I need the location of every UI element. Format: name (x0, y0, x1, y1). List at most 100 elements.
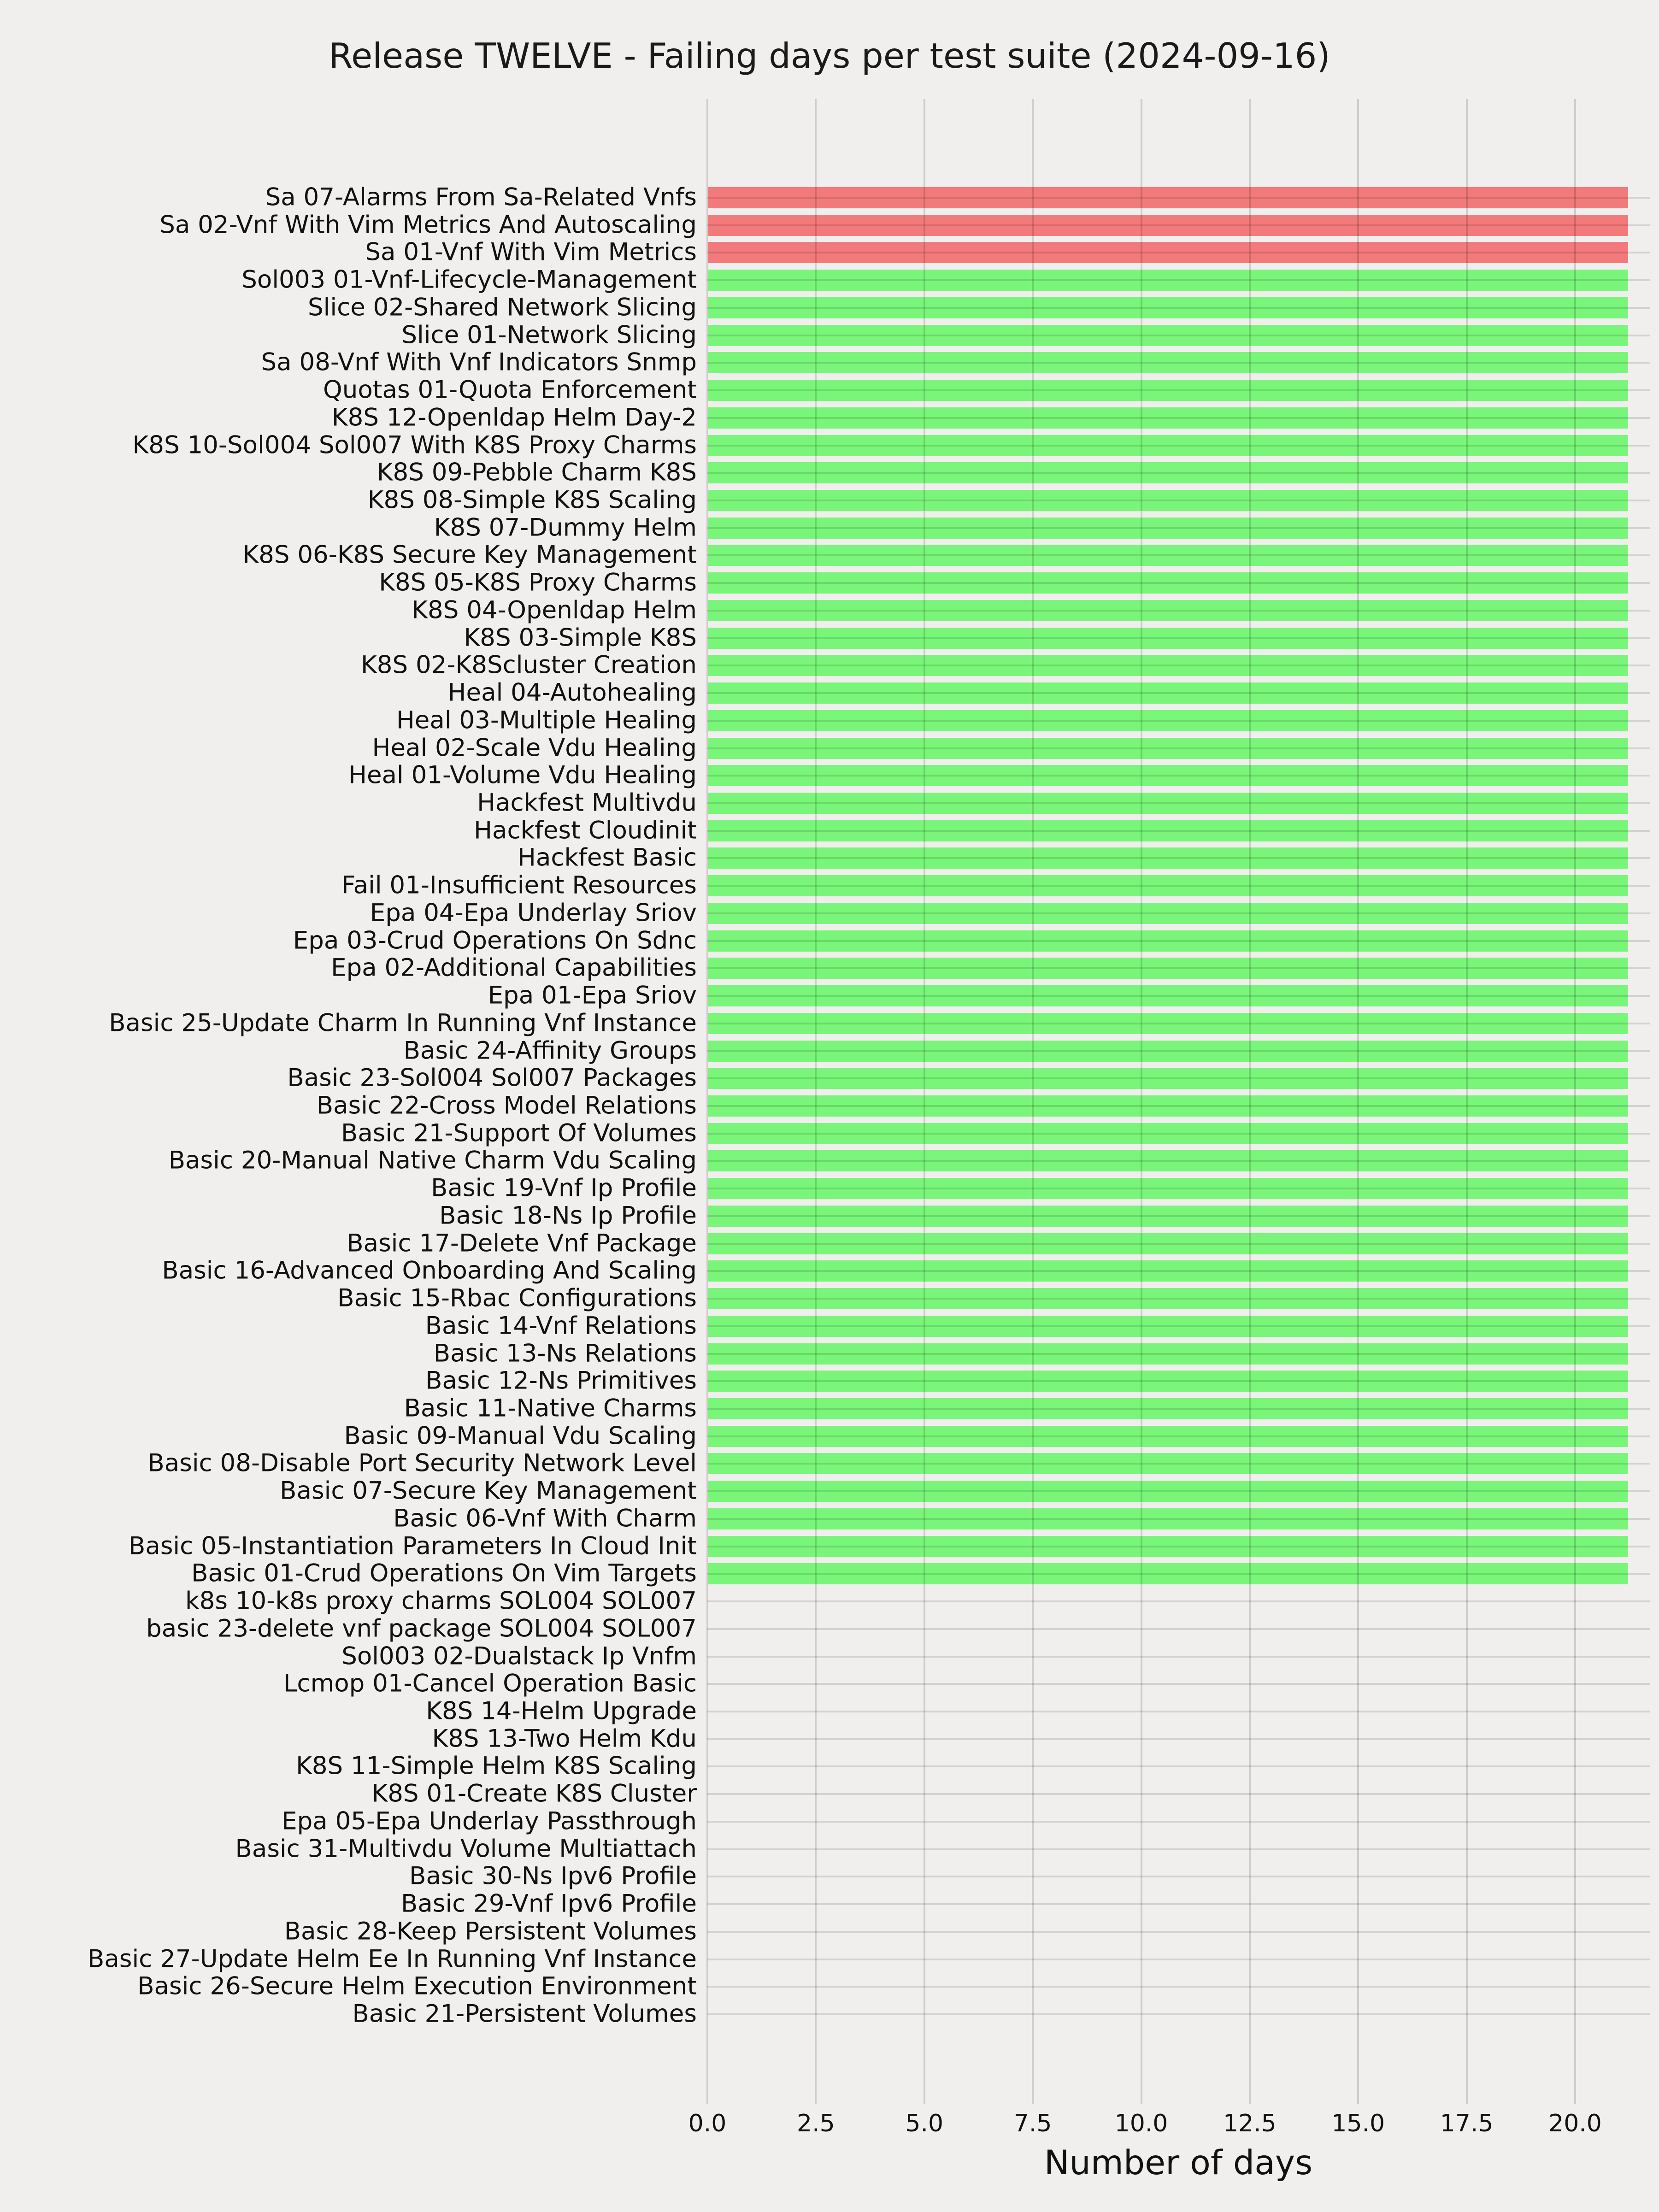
bar-passing (708, 682, 1628, 704)
y-axis-label: Basic 24-Affinity Groups (403, 1036, 697, 1065)
h-gridline (707, 582, 1650, 584)
h-gridline (707, 389, 1650, 392)
bar-passing (708, 352, 1628, 374)
h-gridline (707, 665, 1650, 667)
y-axis-label: Heal 04-Autohealing (447, 678, 697, 707)
h-gridline (707, 1380, 1650, 1382)
y-axis-label: Basic 06-Vnf With Charm (393, 1504, 697, 1533)
bar-passing (708, 1371, 1628, 1392)
x-tick-label: 5.0 (905, 2110, 944, 2137)
h-gridline (707, 1160, 1650, 1162)
h-gridline (707, 362, 1650, 364)
bar-passing (708, 1205, 1628, 1227)
h-gridline (707, 1022, 1650, 1024)
y-axis-label: Basic 13-Ns Relations (433, 1339, 697, 1367)
y-axis-label: Basic 22-Cross Model Relations (316, 1091, 697, 1120)
h-gridline (707, 1848, 1650, 1850)
h-gridline (707, 1270, 1650, 1272)
x-tick-label: 0.0 (688, 2110, 727, 2137)
y-axis-label: Basic 01-Crud Operations On Vim Targets (191, 1559, 697, 1588)
h-gridline (707, 1325, 1650, 1327)
bar-passing (708, 270, 1628, 291)
bar-passing (708, 627, 1628, 649)
y-axis-label: Sa 08-Vnf With Vnf Indicators Snmp (261, 348, 697, 377)
h-gridline (707, 1711, 1650, 1712)
h-gridline (707, 885, 1650, 887)
y-axis-label: Heal 02-Scale Vdu Healing (372, 733, 697, 762)
y-axis-label: Basic 14-Vnf Relations (425, 1312, 697, 1340)
bar-passing (708, 1260, 1628, 1282)
y-axis-label: K8S 08-Simple K8S Scaling (367, 486, 697, 514)
y-axis-label: Basic 17-Delete Vnf Package (347, 1229, 697, 1258)
y-axis-label: Basic 20-Manual Native Charm Vdu Scaling (168, 1146, 697, 1175)
h-gridline (707, 1876, 1650, 1878)
h-gridline (707, 1490, 1650, 1493)
y-axis-label: Epa 02-Additional Capabilities (331, 953, 697, 982)
bar-passing (708, 1178, 1628, 1200)
h-gridline (707, 1793, 1650, 1795)
h-gridline (707, 1683, 1650, 1685)
h-gridline (707, 1738, 1650, 1740)
y-axis-label: Epa 04-Epa Underlay Sriov (370, 899, 697, 927)
h-gridline (707, 1655, 1650, 1658)
h-gridline (707, 830, 1650, 832)
bar-passing (708, 793, 1628, 814)
v-gridline-10.0 (1140, 99, 1142, 2104)
h-gridline (707, 940, 1650, 942)
bar-passing (708, 297, 1628, 318)
h-gridline (707, 1435, 1650, 1437)
bar-passing (708, 462, 1628, 484)
h-gridline (707, 1820, 1650, 1823)
h-gridline (707, 1628, 1650, 1630)
bar-passing (708, 875, 1628, 897)
y-axis-label: Sol003 01-Vnf-Lifecycle-Management (241, 265, 697, 294)
bar-passing (708, 1123, 1628, 1144)
y-axis-label: Basic 30-Ns Ipv6 Profile (409, 1862, 697, 1890)
y-axis-label: Basic 07-Secure Key Management (280, 1477, 697, 1505)
y-axis-label: Basic 26-Secure Helm Execution Environme… (137, 1972, 697, 2000)
y-axis-label: Basic 31-Multivdu Volume Multiattach (235, 1835, 697, 1863)
y-axis-labels: Sa 07-Alarms From Sa-Related Vnfs Sa 02-V… (0, 0, 697, 2212)
bar-passing (708, 1012, 1628, 1034)
y-axis-label: Hackfest Cloudinit (474, 816, 697, 845)
bar-passing (708, 847, 1628, 869)
bar-passing (708, 1040, 1628, 1062)
y-axis-label: Basic 15-Rbac Configurations (337, 1284, 697, 1312)
h-gridline (707, 279, 1650, 282)
v-gridline-7.5 (1032, 99, 1034, 2104)
h-gridline (707, 334, 1650, 336)
bar-passing (708, 1288, 1628, 1310)
h-gridline (707, 1518, 1650, 1520)
y-axis-label: K8S 10-Sol004 Sol007 With K8S Proxy Char… (132, 430, 697, 459)
bar-passing (708, 545, 1628, 566)
h-gridline (707, 224, 1650, 226)
bar-passing (708, 930, 1628, 952)
h-gridline (707, 1298, 1650, 1300)
bar-passing (708, 1343, 1628, 1365)
bar-passing (708, 600, 1628, 621)
y-axis-label: K8S 02-K8Scluster Creation (361, 651, 697, 679)
y-axis-label: Epa 01-Epa Sriov (488, 981, 697, 1010)
y-axis-label: Sol003 02-Dualstack Ip Vnfm (341, 1641, 697, 1670)
bar-passing (708, 407, 1628, 429)
bar-passing (708, 1535, 1628, 1557)
h-gridline (707, 2013, 1650, 2015)
y-axis-label: Hackfest Basic (518, 843, 697, 872)
y-axis-label: K8S 03-Simple K8S (464, 624, 697, 652)
y-axis-label: K8S 12-Openldap Helm Day-2 (331, 403, 697, 432)
y-axis-label: Basic 16-Advanced Onboarding And Scaling (162, 1256, 697, 1285)
x-tick-label: 20.0 (1548, 2110, 1602, 2137)
bar-passing (708, 655, 1628, 677)
y-axis-label: K8S 13-Two Helm Kdu (432, 1724, 697, 1753)
bar-passing (708, 435, 1628, 456)
h-gridline (707, 1188, 1650, 1190)
y-axis-label: Basic 11-Native Charms (404, 1394, 697, 1423)
h-gridline (707, 1600, 1650, 1603)
y-axis-label: Basic 21-Persistent Volumes (352, 2000, 697, 2028)
bar-passing (708, 1315, 1628, 1337)
bar-passing (708, 902, 1628, 924)
y-axis-label: Quotas 01-Quota Enforcement (323, 376, 697, 404)
h-gridline (707, 747, 1650, 749)
bar-passing (708, 572, 1628, 594)
bar-passing (708, 1095, 1628, 1117)
